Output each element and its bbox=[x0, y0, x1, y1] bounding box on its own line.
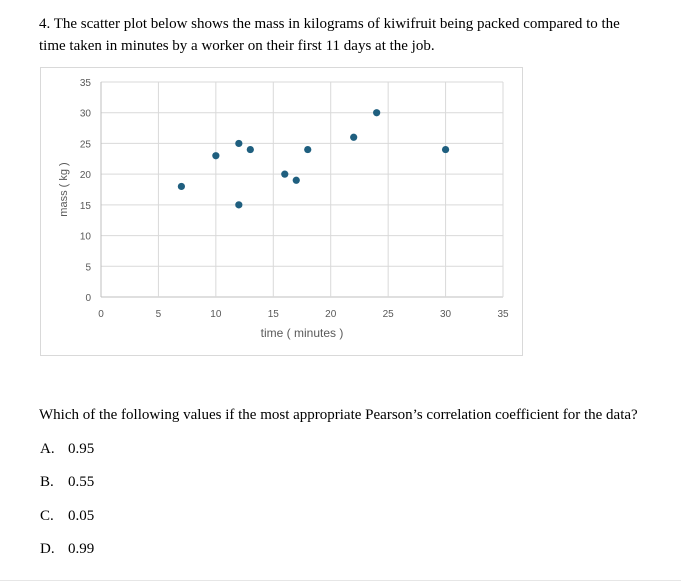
y-tick-label: 15 bbox=[80, 201, 92, 212]
data-point bbox=[281, 170, 289, 178]
prompt-text: Which of the following values if the mos… bbox=[39, 407, 638, 423]
x-tick-label: 35 bbox=[497, 309, 509, 320]
y-axis-label: mass ( kg ) bbox=[58, 162, 70, 216]
x-tick-label: 0 bbox=[98, 309, 104, 320]
question-line-2: time taken in minutes by a worker on the… bbox=[39, 38, 435, 54]
x-axis-label: time ( minutes ) bbox=[261, 326, 344, 340]
x-tick-label: 5 bbox=[156, 309, 162, 320]
option-b[interactable]: B. 0.55 bbox=[40, 472, 94, 492]
option-value: 0.55 bbox=[68, 474, 95, 490]
option-letter: A. bbox=[40, 441, 55, 457]
option-a[interactable]: A. 0.95 bbox=[40, 439, 94, 459]
data-point bbox=[177, 182, 185, 191]
tick-labels: 0 5 10 15 20 25 30 35 0 5 10 15 20 25 30 35 bbox=[80, 78, 509, 320]
option-letter: B. bbox=[40, 474, 54, 490]
option-letter: D. bbox=[40, 541, 55, 557]
option-letter: C. bbox=[40, 508, 54, 524]
x-tick-label: 25 bbox=[383, 309, 395, 320]
data-points bbox=[177, 109, 450, 209]
question-line-1: 4. The scatter plot below shows the mass… bbox=[39, 16, 620, 32]
data-point bbox=[235, 139, 243, 148]
option-value: 0.95 bbox=[68, 441, 95, 457]
question-text: 4. The scatter plot below shows the mass… bbox=[39, 13, 659, 57]
y-tick-label: 35 bbox=[80, 78, 92, 89]
y-tick-label: 10 bbox=[80, 232, 92, 243]
x-tick-label: 20 bbox=[325, 309, 337, 320]
x-tick-label: 30 bbox=[440, 309, 452, 320]
data-point bbox=[441, 145, 450, 154]
data-point bbox=[292, 176, 300, 184]
x-tick-label: 15 bbox=[268, 309, 280, 320]
data-point bbox=[212, 152, 220, 160]
data-point bbox=[246, 145, 254, 154]
data-point bbox=[350, 133, 358, 141]
grid-lines bbox=[100, 81, 504, 298]
y-tick-label: 5 bbox=[85, 262, 91, 273]
scatter-chart: 0 5 10 15 20 25 30 35 0 5 10 15 20 25 30 35 time ( minu… bbox=[40, 67, 523, 356]
option-c[interactable]: C. 0.05 bbox=[40, 506, 94, 526]
data-point bbox=[373, 109, 381, 117]
option-value: 0.05 bbox=[68, 508, 95, 524]
data-point bbox=[304, 145, 312, 154]
y-tick-label: 0 bbox=[85, 293, 91, 304]
y-tick-label: 30 bbox=[80, 109, 92, 120]
bottom-divider bbox=[0, 580, 681, 581]
x-tick-label: 10 bbox=[210, 309, 222, 320]
y-tick-label: 20 bbox=[80, 170, 92, 181]
chart-svg: 0 5 10 15 20 25 30 35 0 5 10 15 20 25 30 35 time ( minu… bbox=[58, 78, 509, 340]
option-value: 0.99 bbox=[68, 541, 95, 557]
data-point bbox=[235, 201, 243, 209]
y-tick-label: 25 bbox=[80, 139, 92, 150]
option-d[interactable]: D. 0.99 bbox=[40, 539, 94, 559]
